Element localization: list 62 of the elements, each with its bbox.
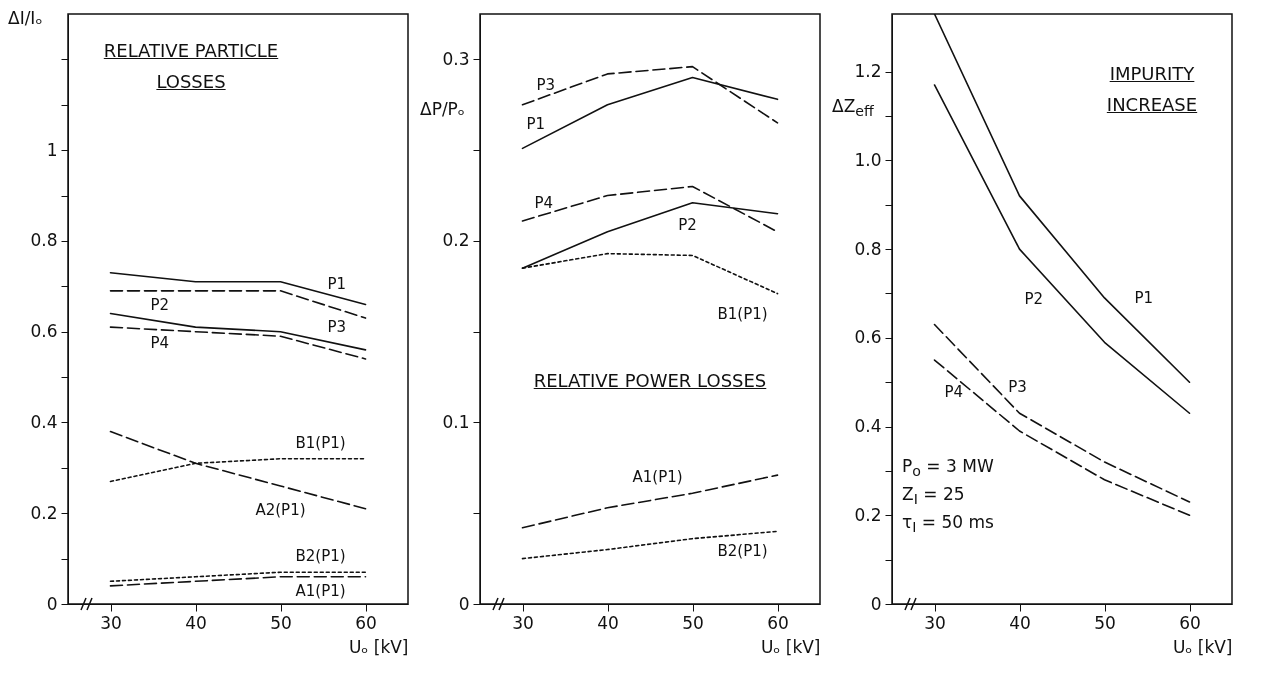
y-tick-label: 0.6 bbox=[854, 327, 882, 348]
y-tick-label: 1 bbox=[46, 139, 58, 160]
y-tick-label: 1.0 bbox=[854, 149, 882, 170]
annotation: P$_{o}$ = 3 MW bbox=[902, 455, 994, 482]
series-label: B1(P1) bbox=[717, 304, 768, 323]
x-tick-label: 60 bbox=[355, 612, 377, 633]
series-label: P1 bbox=[327, 275, 347, 294]
y-tick-label: 0 bbox=[46, 593, 58, 614]
x-tick-label: 40 bbox=[597, 612, 619, 633]
x-axis-title: Uₒ [kV] bbox=[760, 636, 821, 657]
y-tick-label: 1.2 bbox=[854, 61, 882, 82]
series-label: P4 bbox=[534, 193, 554, 212]
series-label: B1(P1) bbox=[295, 433, 346, 452]
text: IMPURITY INCREASE bbox=[1105, 62, 1199, 117]
series-label: P4 bbox=[944, 383, 964, 402]
x-tick-label: 30 bbox=[924, 612, 946, 633]
text: RELATIVE PARTICLE LOSSES bbox=[102, 39, 280, 94]
y-tick-label: 0.1 bbox=[442, 411, 470, 432]
line-series bbox=[109, 312, 367, 351]
y-tick-label: 0 bbox=[870, 593, 882, 614]
y-tick-label: 0.2 bbox=[442, 230, 470, 251]
series-label: P1 bbox=[526, 115, 546, 134]
y-axis-title: ΔI/Iₒ bbox=[8, 8, 43, 28]
x-tick-label: 40 bbox=[185, 612, 207, 633]
series-label: P3 bbox=[1008, 378, 1027, 397]
annotation: τ$_{I}$ = 50 ms bbox=[902, 510, 994, 538]
x-tick-label: 60 bbox=[767, 612, 789, 633]
text: RELATIVE POWER LOSSES bbox=[532, 369, 768, 393]
y-tick-label: 0 bbox=[458, 593, 470, 614]
y-axis-title: ΔP/Pₒ bbox=[420, 99, 465, 119]
x-tick-label: 50 bbox=[682, 612, 704, 633]
y-tick-label: 0.6 bbox=[30, 321, 58, 342]
annotation: Z$_{I}$ = 25 bbox=[902, 482, 966, 510]
x-axis-title: Uₒ [kV] bbox=[1172, 636, 1233, 657]
series-label: P2 bbox=[678, 215, 697, 234]
line-series bbox=[521, 530, 779, 560]
series-label: A2(P1) bbox=[255, 501, 306, 519]
x-tick-label: 60 bbox=[1179, 612, 1201, 633]
x-tick-label: 50 bbox=[270, 612, 292, 633]
x-tick-label: 40 bbox=[1009, 612, 1031, 633]
y-tick-label: 0.3 bbox=[442, 48, 470, 69]
series-label: P3 bbox=[536, 75, 556, 94]
series-label: B2(P1) bbox=[717, 542, 768, 561]
y-tick-label: 0.4 bbox=[30, 411, 58, 432]
x-axis-title: Uₒ [kV] bbox=[348, 636, 409, 657]
series-label: P1 bbox=[1134, 288, 1154, 307]
x-tick-label: 30 bbox=[100, 612, 122, 633]
series-label: P3 bbox=[327, 318, 347, 337]
x-tick-label: 30 bbox=[512, 612, 534, 633]
y-tick-label: 0.2 bbox=[854, 504, 882, 525]
y-tick-label: 0.2 bbox=[30, 502, 58, 523]
series-label: A1(P1) bbox=[632, 468, 683, 487]
series-label: P4 bbox=[150, 334, 170, 353]
series-label: P2 bbox=[1024, 290, 1044, 309]
series-label: B2(P1) bbox=[295, 547, 346, 566]
series-label: A1(P1) bbox=[295, 581, 346, 600]
y-axis-title: ΔZ$_{eff}$ bbox=[832, 96, 874, 120]
series-label: P2 bbox=[150, 295, 170, 314]
y-tick-label: 0.8 bbox=[30, 230, 58, 251]
y-tick-label: 0.4 bbox=[854, 416, 882, 437]
x-tick-label: 50 bbox=[1094, 612, 1116, 633]
y-tick-label: 0.8 bbox=[854, 238, 882, 259]
